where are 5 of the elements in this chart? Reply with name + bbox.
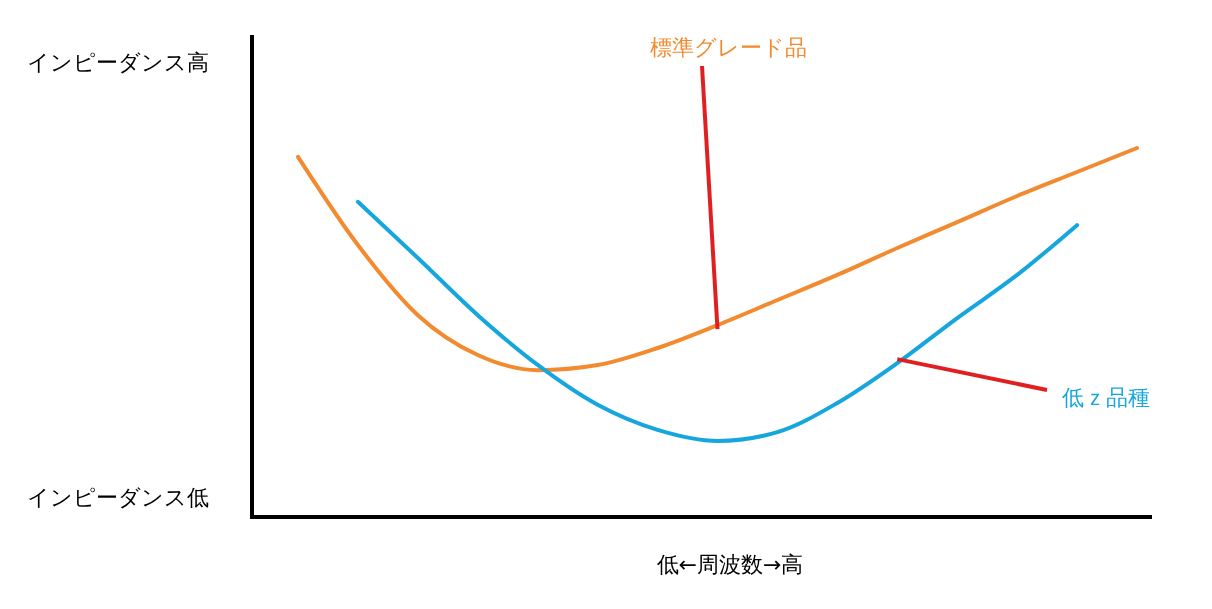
text: インピーダンス高 <box>27 50 209 75</box>
x-axis-title: 低←周波数→高 <box>656 552 804 577</box>
text: 低ｚ品種 <box>1062 385 1150 410</box>
text: インピーダンス低 <box>27 485 209 510</box>
text: 標準グレード品 <box>649 35 807 60</box>
